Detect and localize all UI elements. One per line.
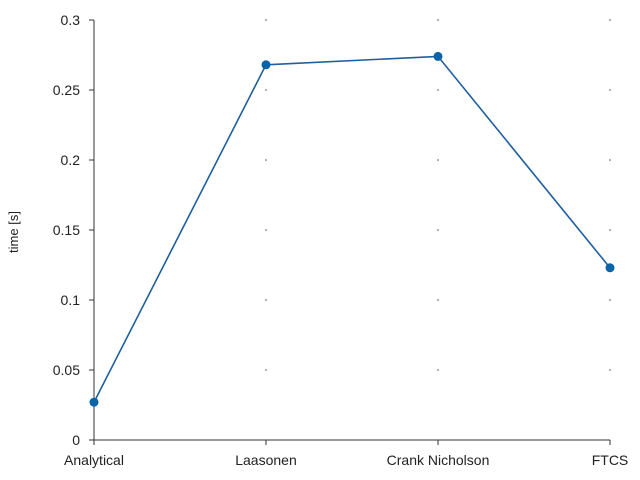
grid-dot: [265, 19, 267, 21]
grid-dot: [265, 89, 267, 91]
series-line: [93, 55, 611, 403]
grid-dot: [437, 89, 439, 91]
grid-dot: [437, 299, 439, 301]
data-point: [433, 51, 443, 61]
grid-dot: [437, 159, 439, 161]
grid-dots: [265, 19, 611, 371]
grid-dot: [437, 369, 439, 371]
grid-dot: [265, 159, 267, 161]
grid-dot: [609, 159, 611, 161]
grid-dot: [609, 19, 611, 21]
y-tick-label: 0.05: [53, 362, 80, 378]
axes: [93, 20, 610, 441]
x-tick-label: Crank Nicholson: [387, 452, 490, 468]
y-tick-label: 0.25: [53, 82, 80, 98]
data-point: [89, 397, 99, 407]
grid-dot: [609, 89, 611, 91]
y-ticks: 0 0.05 0.1 0.15 0.2 0.25 0.3: [53, 12, 94, 448]
y-tick-label: 0: [72, 432, 80, 448]
grid-dot: [265, 299, 267, 301]
y-axis-label: time [s]: [6, 211, 21, 253]
x-tick-label: Laasonen: [235, 452, 297, 468]
x-ticks: Analytical Laasonen Crank Nicholson FTCS: [64, 440, 628, 468]
series: [89, 51, 615, 407]
data-point: [261, 60, 271, 70]
grid-dot: [437, 19, 439, 21]
y-tick-label: 0.3: [61, 12, 81, 28]
y-tick-label: 0.1: [61, 292, 81, 308]
grid-dot: [265, 369, 267, 371]
y-tick-label: 0.2: [61, 152, 81, 168]
grid-dot: [437, 229, 439, 231]
grid-dot: [609, 299, 611, 301]
grid-dot: [609, 229, 611, 231]
grid-dot: [265, 229, 267, 231]
grid-dot: [609, 369, 611, 371]
x-tick-label: FTCS: [592, 452, 629, 468]
data-point: [605, 263, 615, 273]
x-tick-label: Analytical: [64, 452, 124, 468]
y-tick-label: 0.15: [53, 222, 80, 238]
